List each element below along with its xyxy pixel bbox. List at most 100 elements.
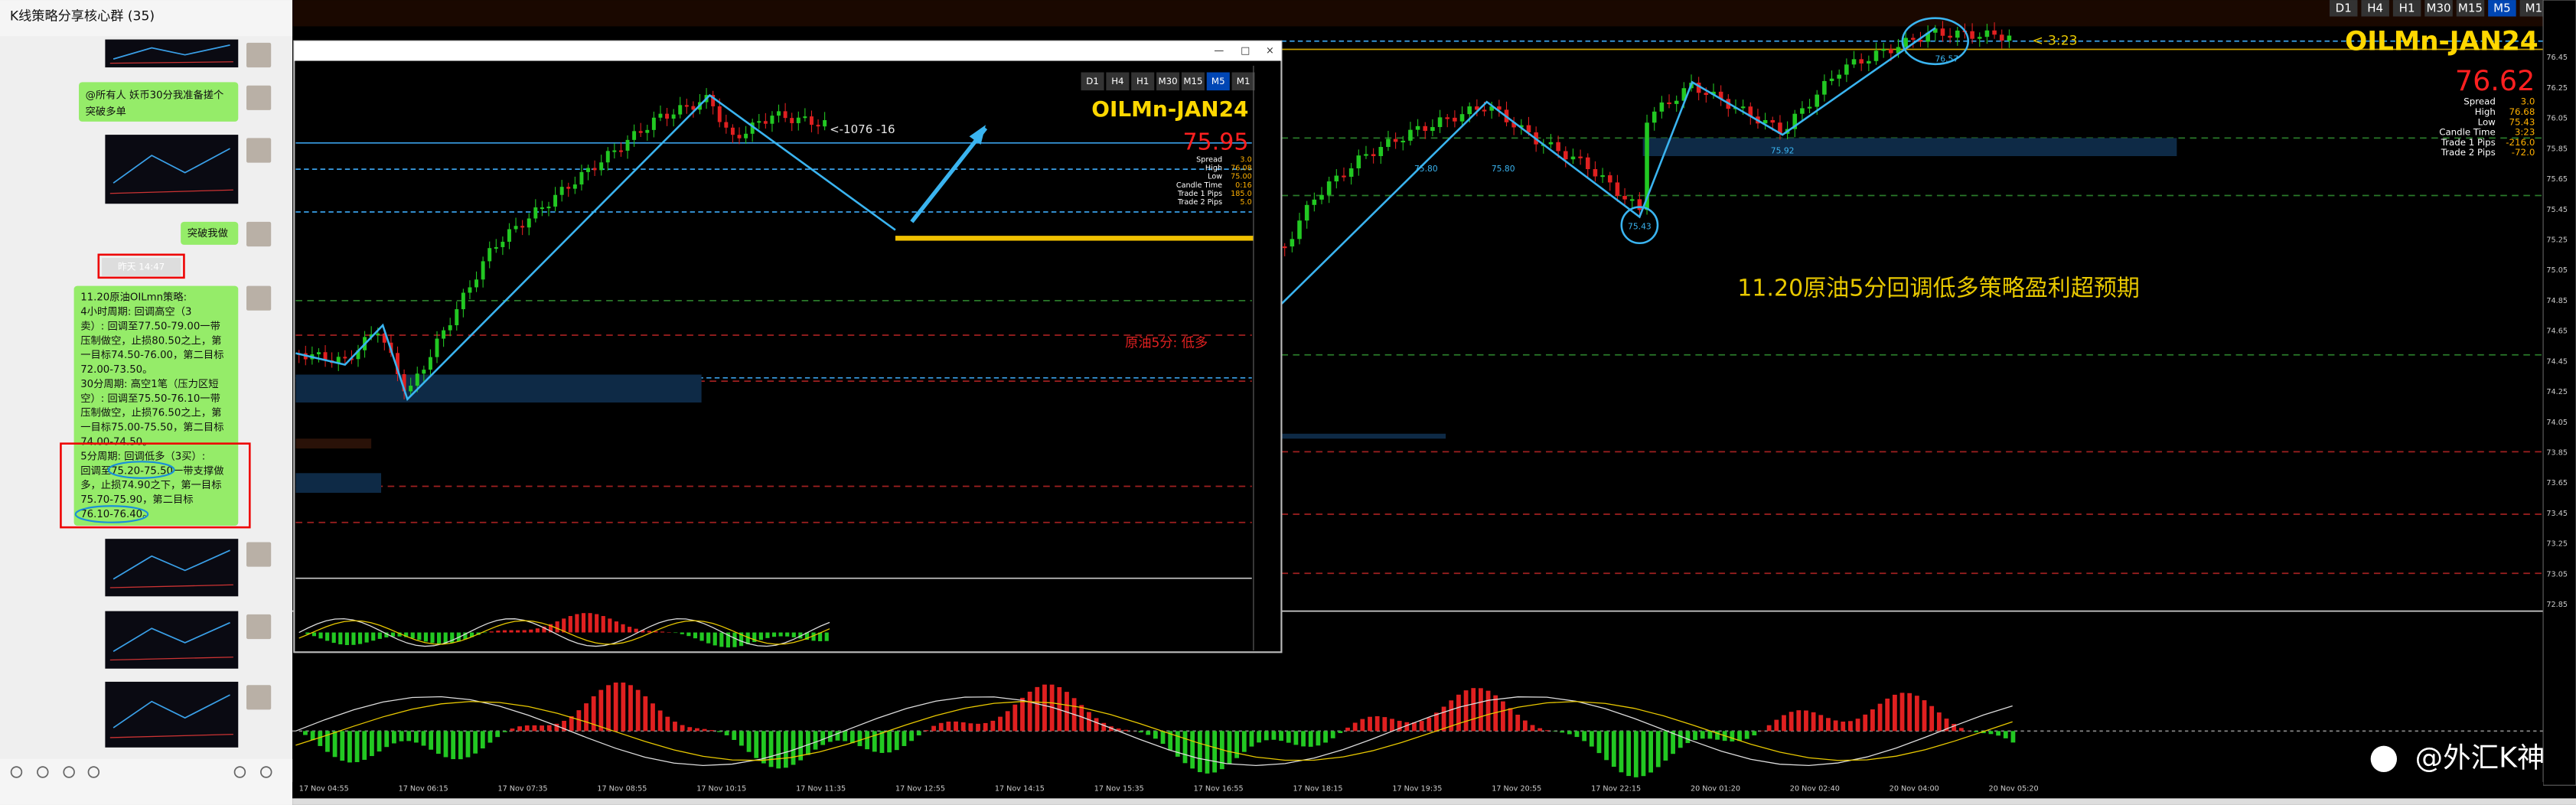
label: 76.08: [1231, 164, 1252, 172]
label: 74.25: [2546, 388, 2568, 396]
candle: [1319, 194, 1324, 200]
macd-bar: [311, 632, 317, 637]
window-button[interactable]: □: [1241, 45, 1250, 57]
timeframe-button[interactable]: [2519, 0, 2548, 17]
candle: [592, 168, 597, 171]
macd-bar: [1094, 718, 1099, 732]
label: M1: [1237, 76, 1251, 86]
macd-bar: [1434, 712, 1439, 732]
timeframe-button[interactable]: [1206, 72, 1230, 91]
label: 74.65: [2546, 328, 2568, 336]
macd-bar: [598, 689, 604, 732]
label: OILMn-JAN24: [1091, 96, 1248, 122]
candle: [1622, 195, 1627, 200]
label: 75.85: [2546, 145, 2568, 153]
macd-bar: [1360, 719, 1365, 732]
candle: [1711, 91, 1716, 96]
candle: [1984, 30, 1990, 37]
macd-bar: [761, 731, 766, 764]
avatar: [246, 685, 272, 710]
label: 17 Nov 08:55: [597, 784, 647, 793]
macd-bar: [1804, 710, 1808, 732]
macd-bar: [1397, 720, 1402, 732]
candle: [1667, 102, 1671, 105]
macd-bar: [581, 613, 586, 633]
macd-bar: [1648, 731, 1653, 773]
window-button[interactable]: —: [1214, 45, 1224, 57]
macd-bar: [413, 731, 419, 743]
label: 3.0: [2521, 96, 2535, 107]
timeframe-button[interactable]: [2392, 0, 2421, 17]
candle: [435, 338, 439, 357]
macd-bar: [377, 632, 382, 639]
macd-bar: [879, 731, 885, 753]
candle: [343, 357, 347, 359]
label: 4小时周期: 回调高空（3: [80, 305, 191, 318]
candle: [1992, 30, 1997, 35]
candle: [448, 325, 452, 331]
timeframe-button[interactable]: [2488, 0, 2516, 17]
label: 20 Nov 05:20: [1989, 784, 2039, 793]
timeframe-button[interactable]: [2329, 0, 2358, 17]
macd-bar: [1035, 686, 1040, 732]
label: 75.00: [1231, 173, 1252, 181]
macd-bar: [1471, 688, 1476, 732]
macd-bar: [524, 725, 530, 732]
macd-bar: [673, 722, 677, 732]
window-button[interactable]: ×: [1266, 45, 1274, 57]
candle: [1925, 32, 1930, 42]
label: -216.0: [2506, 137, 2535, 148]
timeframe-button[interactable]: [2424, 0, 2453, 17]
macd-bar: [575, 614, 579, 633]
macd-bar: [1101, 722, 1107, 732]
macd-bar: [813, 731, 818, 750]
candle: [442, 330, 446, 339]
macd-bar: [601, 616, 605, 633]
macd-bar: [1027, 691, 1032, 732]
macd-bar: [665, 716, 670, 732]
macd-bar: [1907, 693, 1912, 732]
macd-bar: [535, 628, 540, 633]
label: @所有人 妖币30分我准备搓个: [86, 89, 224, 102]
macd-bar: [1264, 731, 1269, 741]
label: 突破我做: [187, 227, 228, 240]
candle: [724, 122, 729, 128]
candle: [1578, 156, 1583, 158]
highlight-circle: [107, 461, 175, 479]
macd-bar: [754, 731, 759, 758]
macd-bar: [469, 632, 474, 637]
macd-bar: [1774, 719, 1779, 732]
macd-bar: [894, 731, 899, 751]
macd-bar: [634, 628, 638, 633]
macd-bar: [641, 630, 645, 633]
timeframe-button[interactable]: [1181, 72, 1205, 91]
macd-bar: [1249, 731, 1254, 747]
macd-bar: [555, 621, 559, 633]
level-zone: [295, 438, 372, 449]
macd-bar: [651, 703, 655, 732]
label: M15: [1183, 76, 1202, 86]
timeframe-button[interactable]: [1231, 72, 1255, 91]
macd-bar: [1855, 719, 1860, 732]
macd-bar: [1892, 694, 1897, 732]
timeframe-button[interactable]: [1106, 72, 1130, 91]
macd-bar: [1352, 722, 1358, 732]
macd-bar: [1936, 712, 1942, 732]
timeframe-button[interactable]: [1131, 72, 1155, 91]
macd-bar: [805, 731, 810, 755]
macd-bar: [1707, 731, 1713, 739]
macd-bar: [1449, 700, 1454, 732]
macd-bar: [1005, 711, 1010, 732]
candle: [625, 139, 630, 151]
macd-bar: [706, 632, 711, 644]
macd-bar: [1368, 716, 1372, 732]
macd-bar: [1544, 730, 1550, 732]
candle: [382, 333, 386, 343]
timeframe-button[interactable]: [2361, 0, 2389, 17]
macd-bar: [654, 631, 658, 633]
timeframe-button[interactable]: [1081, 72, 1104, 91]
timeframe-button[interactable]: [1156, 72, 1180, 91]
timeframe-button[interactable]: [2456, 0, 2485, 17]
macd-bar: [1833, 720, 1838, 732]
candle: [566, 187, 571, 189]
